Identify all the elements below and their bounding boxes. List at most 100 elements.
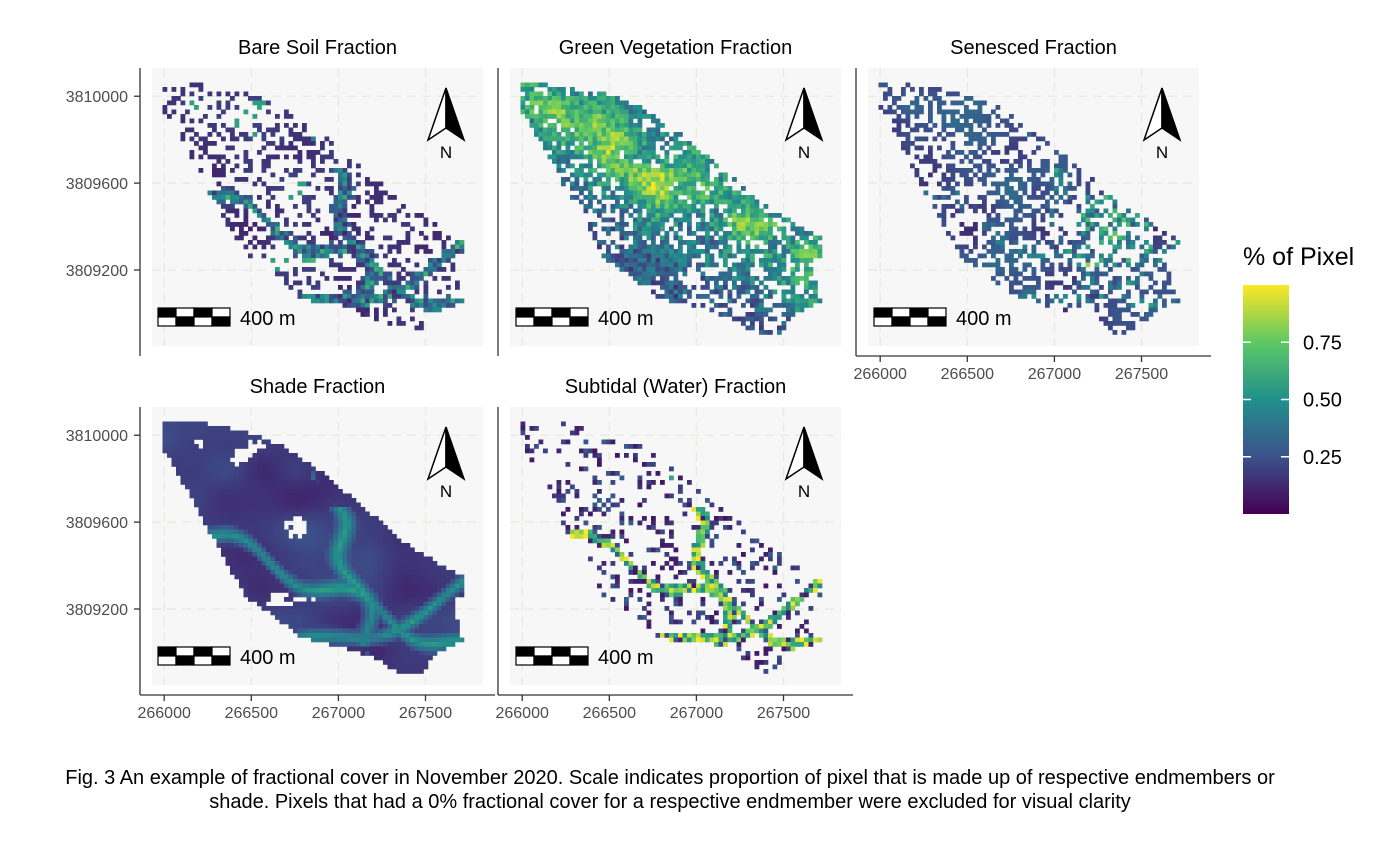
pixel-cell — [633, 199, 638, 205]
pixel-cell — [419, 592, 424, 598]
pixel-cell — [320, 154, 325, 160]
pixel-cell — [243, 561, 249, 566]
pixel-cell — [1148, 249, 1154, 254]
pixel-cell — [221, 462, 226, 467]
pixel-cell — [356, 538, 361, 544]
pixel-cell — [216, 181, 222, 187]
pixel-cell — [1135, 222, 1140, 227]
pixel-cell — [592, 231, 598, 236]
pixel-cell — [311, 538, 316, 544]
pixel-cell — [369, 298, 375, 304]
scale-bar-segment — [533, 316, 553, 327]
pixel-cell — [437, 262, 442, 268]
pixel-cell — [185, 430, 190, 436]
pixel-cell — [225, 502, 231, 508]
pixel-cell — [588, 96, 593, 101]
pixel-cell — [338, 565, 343, 571]
pixel-cell — [655, 244, 661, 250]
pixel-cell — [964, 118, 969, 124]
pixel-cell — [180, 448, 186, 454]
pixel-cell — [1072, 276, 1077, 281]
pixel-cell — [275, 498, 280, 503]
pixel-cell — [302, 633, 307, 638]
pixel-cell — [700, 195, 706, 200]
pixel-cell — [1018, 253, 1023, 259]
pixel-cell — [185, 127, 190, 133]
pixel-cell — [597, 199, 602, 205]
pixel-cell — [1031, 222, 1037, 227]
pixel-cell — [777, 240, 782, 245]
pixel-cell — [410, 592, 415, 598]
pixel-cell — [901, 105, 906, 110]
raster-shade — [162, 421, 465, 674]
pixel-cell — [311, 561, 316, 566]
pixel-cell — [669, 289, 674, 295]
pixel-cell — [257, 597, 262, 602]
pixel-cell — [288, 480, 294, 485]
pixel-cell — [982, 262, 987, 268]
pixel-cell — [207, 154, 213, 160]
pixel-cell — [351, 606, 357, 611]
pixel-cell — [374, 547, 379, 553]
pixel-cell — [1018, 199, 1023, 205]
pixel-cell — [239, 435, 244, 440]
pixel-cell — [243, 435, 249, 440]
pixel-cell — [356, 244, 361, 250]
pixel-cell — [288, 583, 294, 589]
pixel-cell — [257, 601, 262, 607]
pixel-cell — [709, 199, 715, 205]
pixel-cell — [266, 109, 271, 115]
pixel-cell — [257, 538, 262, 544]
pixel-cell — [896, 132, 902, 137]
pixel-cell — [356, 285, 361, 290]
pixel-cell — [633, 145, 638, 151]
pixel-cell — [212, 534, 217, 539]
pixel-cell — [225, 208, 231, 214]
pixel-cell — [387, 543, 393, 548]
pixel-cell — [1135, 312, 1140, 317]
pixel-cell — [745, 195, 751, 200]
pixel-cell — [275, 561, 280, 566]
pixel-cell — [302, 475, 307, 481]
pixel-cell — [239, 516, 244, 521]
pixel-cell — [365, 298, 370, 304]
pixel-cell — [1040, 231, 1046, 236]
north-arrow-right-half — [445, 87, 466, 142]
pixel-cell — [1013, 141, 1019, 146]
pixel-cell — [302, 588, 307, 593]
pixel-cell — [266, 592, 271, 598]
pixel-cell — [297, 601, 303, 607]
pixel-cell — [180, 87, 186, 92]
pixel-cell — [284, 466, 289, 472]
pixel-cell — [356, 547, 361, 553]
pixel-cell — [162, 439, 168, 445]
pixel-cell — [759, 280, 764, 286]
pixel-cell — [405, 615, 411, 620]
pixel-cell — [1058, 235, 1064, 241]
pixel-cell — [543, 127, 548, 133]
pixel-cell — [374, 565, 379, 571]
pixel-cell — [525, 114, 530, 119]
pixel-cell — [378, 213, 384, 218]
pixel-cell — [432, 298, 438, 304]
pixel-cell — [804, 267, 809, 272]
pixel-cell — [583, 181, 589, 187]
pixel-cell — [252, 574, 258, 580]
pixel-cell — [365, 574, 370, 580]
pixel-cell — [329, 565, 334, 571]
pixel-cell — [1045, 186, 1050, 191]
pixel-cell — [982, 141, 987, 146]
pixel-cell — [293, 240, 298, 245]
pixel-cell — [750, 280, 755, 286]
pixel-cell — [673, 262, 679, 268]
pixel-cell — [896, 105, 902, 110]
pixel-cell — [275, 448, 280, 454]
pixel-cell — [570, 163, 575, 169]
pixel-cell — [1103, 258, 1109, 263]
pixel-cell — [736, 240, 742, 245]
pixel-cell — [678, 258, 683, 263]
pixel-cell — [651, 208, 656, 214]
pixel-cell — [225, 127, 231, 133]
pixel-cell — [198, 489, 204, 494]
pixel-cell — [588, 190, 593, 196]
